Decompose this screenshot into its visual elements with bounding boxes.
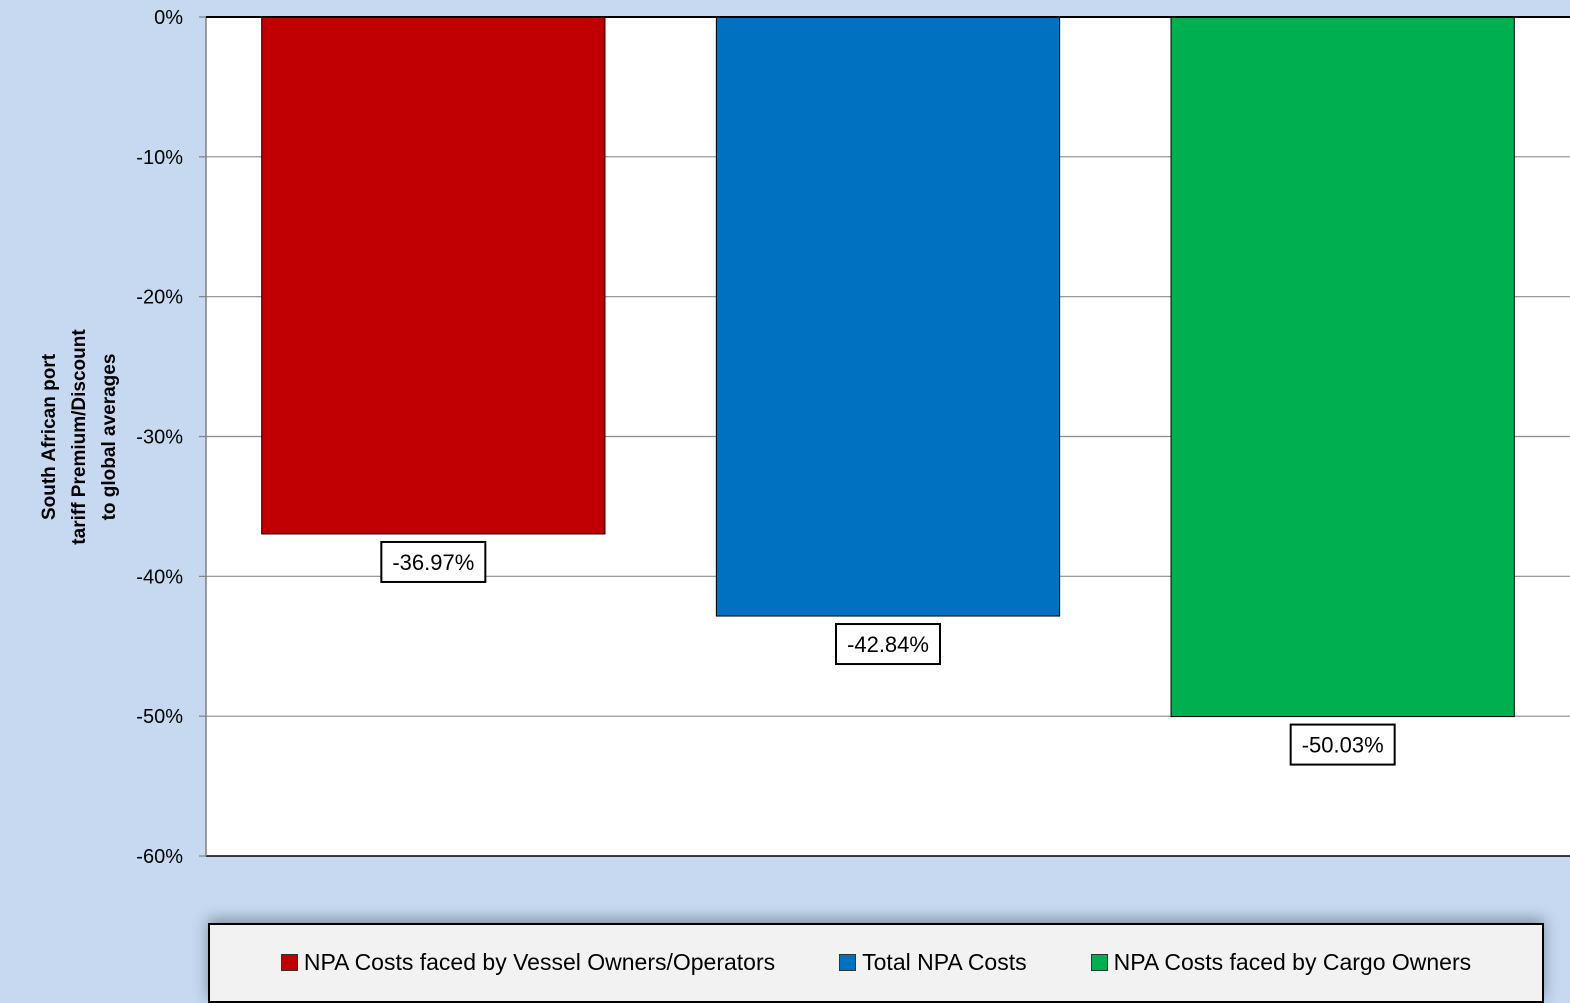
- y-axis-title-line: to global averages: [99, 354, 120, 521]
- data-label-box: [1289, 723, 1396, 766]
- data-label: -36.97%: [392, 550, 474, 575]
- y-tick-label: -60%: [136, 846, 183, 868]
- legend-swatch: [839, 954, 857, 971]
- y-tick-label: -10%: [136, 147, 183, 169]
- data-labels: -36.97% -42.84% -50.03%: [380, 540, 1396, 766]
- y-axis-ticks: 0% -10% -20% -30% -40% -50% -60%: [136, 7, 206, 868]
- bar: [715, 16, 1061, 617]
- y-tick-label: -30%: [136, 427, 183, 449]
- y-tick-label: -40%: [136, 566, 183, 588]
- legend-item: Total NPA Costs: [839, 949, 1027, 976]
- legend-label: Total NPA Costs: [862, 949, 1027, 975]
- legend-item: NPA Costs faced by Vessel Owners/Operato…: [280, 949, 776, 976]
- data-label: -42.84%: [847, 632, 929, 657]
- data-label-box: [835, 623, 941, 666]
- legend-swatch: [1090, 954, 1108, 971]
- bars: [261, 16, 1515, 718]
- data-label-box: [380, 540, 487, 583]
- y-tick-label: -20%: [136, 287, 183, 309]
- y-tick-label: 0%: [154, 7, 183, 29]
- y-axis-title-line: tariff Premium/Discount: [69, 329, 90, 545]
- bar: [1170, 16, 1515, 718]
- bar: [261, 16, 606, 535]
- y-axis-title: South African port tariff Premium/Discoun…: [39, 329, 120, 545]
- legend-label: NPA Costs faced by Vessel Owners/Operato…: [303, 949, 776, 975]
- legend-label: NPA Costs faced by Cargo Owners: [1113, 949, 1472, 975]
- y-tick-label: -50%: [136, 706, 183, 728]
- y-axis-title-line: South African port: [39, 353, 60, 520]
- data-label: -50.03%: [1302, 733, 1384, 758]
- legend-swatch: [280, 954, 298, 971]
- legend-item: NPA Costs faced by Cargo Owners: [1090, 949, 1472, 976]
- legend-items: NPA Costs faced by Vessel Owners/Operato…: [210, 949, 1542, 976]
- legend: NPA Costs faced by Vessel Owners/Operato…: [208, 923, 1544, 1003]
